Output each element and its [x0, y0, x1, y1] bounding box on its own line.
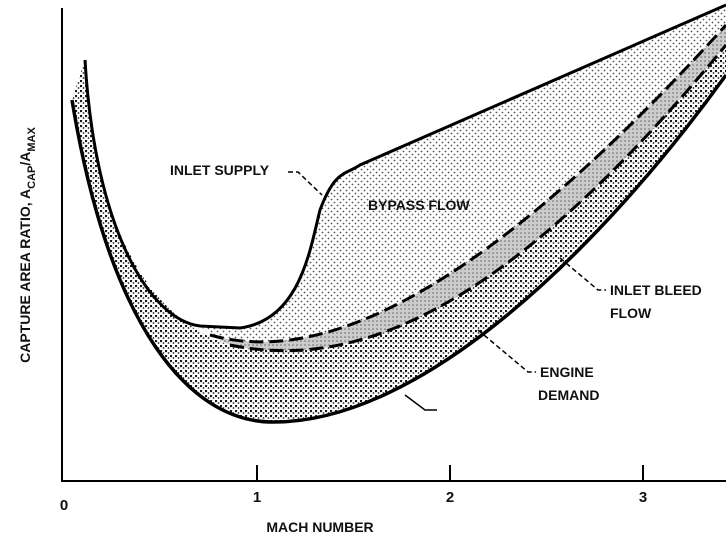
annotation: BYPASS FLOW [368, 197, 470, 213]
leader [559, 257, 606, 291]
x-tick-label: 1 [253, 489, 261, 506]
leader [477, 329, 536, 373]
annotation: FLOW [610, 305, 652, 321]
bleed-lower-curve [229, 44, 726, 353]
demand-region [72, 45, 726, 423]
y-label-main: CAPTURE AREA RATIO, A [17, 189, 33, 363]
annotation: INLET BLEED [610, 282, 702, 298]
bleed-upper-curve [209, 23, 726, 344]
leader [404, 394, 437, 411]
engine-demand-curve [70, 73, 726, 424]
annotation: ENGINE [540, 364, 594, 380]
x-tick-label: 2 [446, 489, 454, 506]
annotation: DEMAND [538, 387, 599, 403]
bypass-region [200, 5, 726, 342]
bleed-region [210, 25, 726, 351]
annotation: INLET SUPPLY [170, 162, 270, 178]
x-axis-label: MACH NUMBER [266, 519, 373, 535]
x-tick-label: 3 [639, 489, 647, 506]
y-axis-label: CAPTURE AREA RATIO, ACAP/AMAX [17, 127, 38, 363]
y-label-sub: CAP [26, 166, 38, 189]
inlet-supply-curve [83, 3, 726, 330]
y-label-sub: MAX [26, 127, 38, 152]
x-tick-label: 0 [60, 497, 68, 514]
y-label-mid: /A [17, 152, 33, 166]
leader [288, 171, 323, 196]
